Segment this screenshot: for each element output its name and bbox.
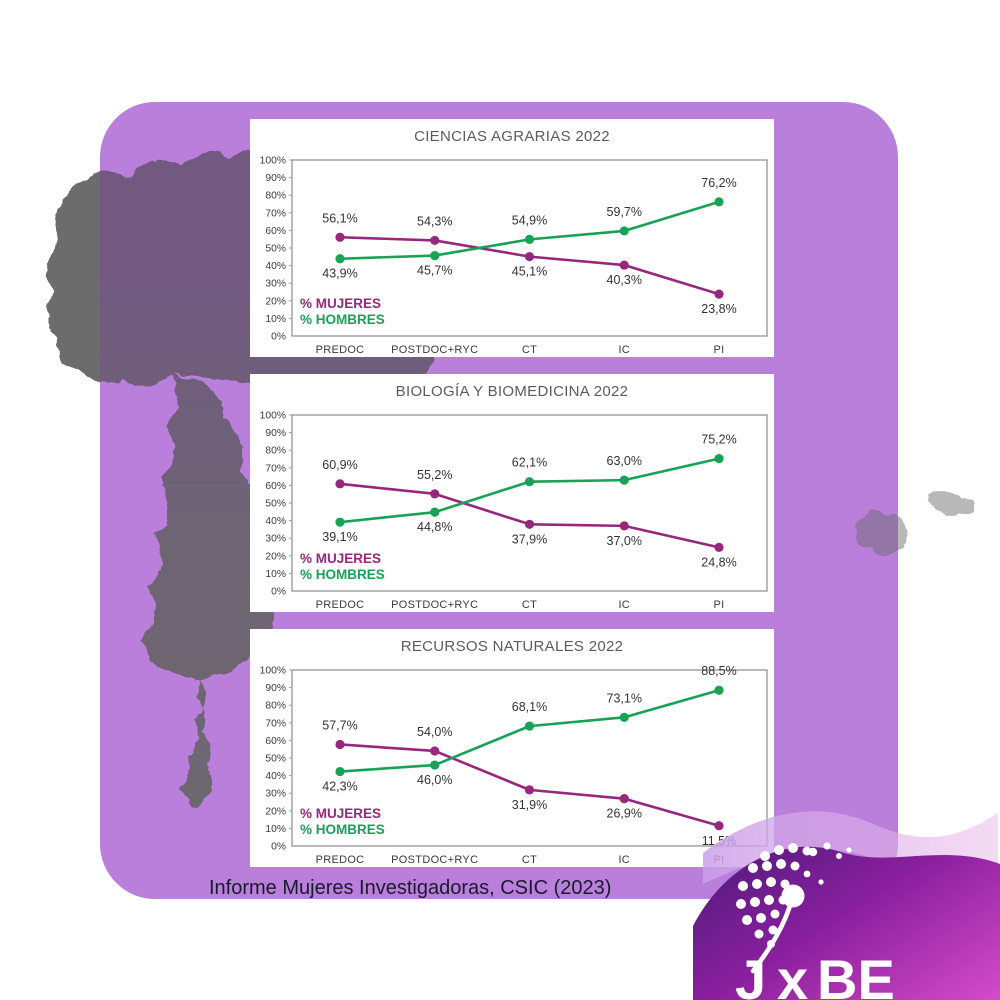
svg-text:60%: 60% xyxy=(265,481,286,492)
svg-text:BE: BE xyxy=(817,948,895,1000)
svg-text:BIOLOGÍA Y BIOMEDICINA 2022: BIOLOGÍA Y BIOMEDICINA 2022 xyxy=(396,383,629,400)
svg-text:PI: PI xyxy=(714,344,725,356)
svg-text:76,2%: 76,2% xyxy=(701,176,736,190)
svg-text:40,3%: 40,3% xyxy=(607,273,642,287)
svg-text:IC: IC xyxy=(618,854,630,866)
svg-text:% HOMBRES: % HOMBRES xyxy=(300,567,385,582)
svg-text:0%: 0% xyxy=(271,842,286,853)
svg-text:100%: 100% xyxy=(260,411,286,422)
svg-text:50%: 50% xyxy=(265,754,286,765)
svg-text:31,9%: 31,9% xyxy=(512,798,547,812)
svg-text:J: J xyxy=(735,948,766,1000)
svg-text:x: x xyxy=(777,948,808,1000)
svg-text:50%: 50% xyxy=(265,244,286,255)
svg-text:% MUJERES: % MUJERES xyxy=(300,551,381,566)
svg-text:CT: CT xyxy=(522,344,537,356)
svg-text:59,7%: 59,7% xyxy=(607,205,642,219)
svg-text:POSTDOC+RYC: POSTDOC+RYC xyxy=(391,344,478,356)
svg-text:PREDOC: PREDOC xyxy=(316,599,365,611)
svg-text:80%: 80% xyxy=(265,701,286,712)
svg-text:PREDOC: PREDOC xyxy=(316,854,365,866)
svg-text:56,1%: 56,1% xyxy=(322,211,357,225)
svg-text:46,0%: 46,0% xyxy=(417,773,452,787)
svg-text:10%: 10% xyxy=(265,824,286,835)
svg-text:60%: 60% xyxy=(265,226,286,237)
svg-text:68,1%: 68,1% xyxy=(512,700,547,714)
svg-text:40%: 40% xyxy=(265,261,286,272)
svg-text:CIENCIAS AGRARIAS 2022: CIENCIAS AGRARIAS 2022 xyxy=(414,128,610,145)
svg-text:45,7%: 45,7% xyxy=(417,264,452,278)
svg-text:80%: 80% xyxy=(265,446,286,457)
svg-text:POSTDOC+RYC: POSTDOC+RYC xyxy=(391,854,478,866)
svg-text:POSTDOC+RYC: POSTDOC+RYC xyxy=(391,599,478,611)
svg-text:100%: 100% xyxy=(260,666,286,677)
svg-text:20%: 20% xyxy=(265,551,286,562)
svg-text:63,0%: 63,0% xyxy=(607,454,642,468)
svg-text:0%: 0% xyxy=(271,332,286,343)
svg-text:CT: CT xyxy=(522,599,537,611)
svg-text:10%: 10% xyxy=(265,314,286,325)
svg-text:26,9%: 26,9% xyxy=(607,807,642,821)
svg-text:IC: IC xyxy=(618,344,630,356)
svg-text:90%: 90% xyxy=(265,173,286,184)
svg-text:60,9%: 60,9% xyxy=(322,458,357,472)
svg-text:30%: 30% xyxy=(265,279,286,290)
svg-text:40%: 40% xyxy=(265,516,286,527)
svg-text:44,8%: 44,8% xyxy=(417,520,452,534)
svg-text:54,0%: 54,0% xyxy=(417,725,452,739)
svg-text:50%: 50% xyxy=(265,499,286,510)
svg-text:30%: 30% xyxy=(265,534,286,545)
svg-text:60%: 60% xyxy=(265,736,286,747)
svg-text:% MUJERES: % MUJERES xyxy=(300,806,381,821)
svg-text:45,1%: 45,1% xyxy=(512,265,547,279)
svg-text:PI: PI xyxy=(714,599,725,611)
svg-text:37,0%: 37,0% xyxy=(607,534,642,548)
svg-text:24,8%: 24,8% xyxy=(701,555,736,569)
svg-text:% HOMBRES: % HOMBRES xyxy=(300,312,385,327)
svg-text:70%: 70% xyxy=(265,208,286,219)
svg-text:55,2%: 55,2% xyxy=(417,468,452,482)
svg-text:42,3%: 42,3% xyxy=(322,780,357,794)
svg-text:54,3%: 54,3% xyxy=(417,214,452,228)
svg-text:40%: 40% xyxy=(265,771,286,782)
svg-text:30%: 30% xyxy=(265,789,286,800)
svg-text:PREDOC: PREDOC xyxy=(316,344,365,356)
svg-text:70%: 70% xyxy=(265,463,286,474)
svg-text:20%: 20% xyxy=(265,296,286,307)
svg-text:CT: CT xyxy=(522,854,537,866)
svg-text:75,2%: 75,2% xyxy=(701,433,736,447)
svg-text:IC: IC xyxy=(618,599,630,611)
svg-text:70%: 70% xyxy=(265,718,286,729)
svg-text:100%: 100% xyxy=(260,156,286,167)
svg-text:80%: 80% xyxy=(265,191,286,202)
svg-text:39,1%: 39,1% xyxy=(322,530,357,544)
svg-text:73,1%: 73,1% xyxy=(607,691,642,705)
svg-text:% HOMBRES: % HOMBRES xyxy=(300,822,385,837)
svg-text:10%: 10% xyxy=(265,569,286,580)
svg-text:0%: 0% xyxy=(271,587,286,598)
svg-text:57,7%: 57,7% xyxy=(322,718,357,732)
svg-text:88,5%: 88,5% xyxy=(701,664,736,678)
svg-text:23,8%: 23,8% xyxy=(701,302,736,316)
svg-text:54,9%: 54,9% xyxy=(512,213,547,227)
svg-text:% MUJERES: % MUJERES xyxy=(300,296,381,311)
svg-text:62,1%: 62,1% xyxy=(512,456,547,470)
svg-text:43,9%: 43,9% xyxy=(322,267,357,281)
svg-text:20%: 20% xyxy=(265,806,286,817)
svg-text:90%: 90% xyxy=(265,683,286,694)
svg-text:90%: 90% xyxy=(265,428,286,439)
svg-text:37,9%: 37,9% xyxy=(512,532,547,546)
svg-text:RECURSOS NATURALES 2022: RECURSOS NATURALES 2022 xyxy=(401,638,624,655)
